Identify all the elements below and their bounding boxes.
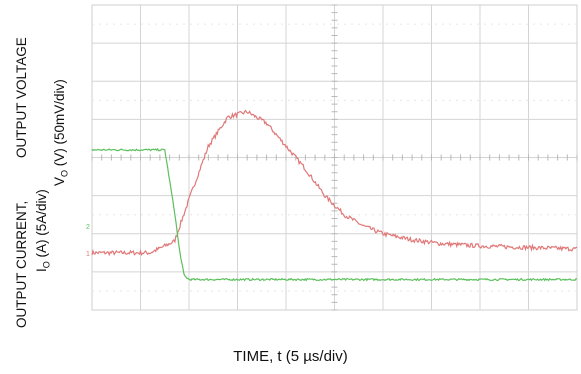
voltage-axis-label-line2: VO (V) (50mV/div) <box>52 79 70 186</box>
trace-iout <box>91 147 578 282</box>
current-axis-label-line2: IO (A) (5A/div) <box>34 189 52 272</box>
current-axis-label-line1: OUTPUT CURRENT, <box>14 200 29 328</box>
trace-vout <box>91 109 578 257</box>
grid <box>91 4 578 311</box>
ground-marker-iout: 2 <box>86 224 90 231</box>
traces <box>91 109 578 282</box>
voltage-axis-label-line1: OUTPUT VOLTAGE <box>14 37 29 158</box>
ground-markers: 12 <box>86 224 90 258</box>
ground-marker-vout: 1 <box>86 251 90 258</box>
x-axis-label: TIME, t (5 µs/div) <box>233 348 348 365</box>
